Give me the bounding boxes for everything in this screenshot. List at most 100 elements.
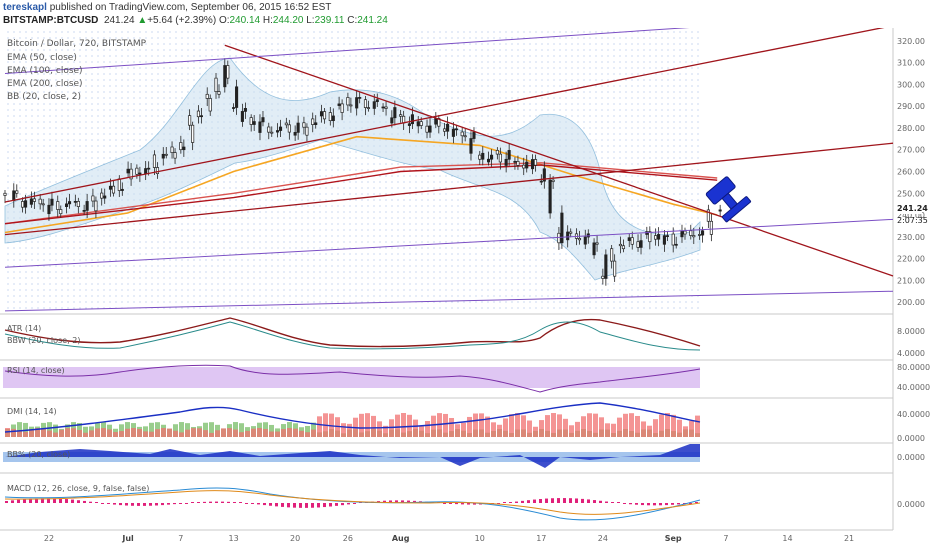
legend-bb[interactable]: BB (20, close, 2) — [7, 92, 81, 102]
time-tick-label: 13 — [229, 534, 239, 543]
dmi-minus-bar — [95, 428, 100, 437]
dmi-minus-bar — [293, 428, 298, 437]
price-tick-label: 310.00 — [897, 59, 925, 68]
candle-body — [671, 233, 675, 246]
macd-histogram-bar — [311, 503, 314, 508]
dmi-minus-bar — [629, 413, 634, 437]
trendline[interactable] — [4, 28, 717, 75]
legend-ema200[interactable]: EMA (200, close) — [7, 79, 83, 89]
macd-histogram-bar — [449, 503, 452, 504]
candle-body — [199, 115, 203, 118]
price-chart[interactable]: Bitcoin / Dollar, 720, BITSTAMP EMA (50,… — [0, 28, 932, 550]
candle-body — [428, 125, 432, 133]
dmi-plus-bar — [53, 424, 58, 437]
countdown-timer: 2:07:35 — [897, 216, 928, 225]
dmi-minus-bar — [401, 413, 406, 437]
candle-body — [381, 106, 385, 109]
time-tick-label: 20 — [290, 534, 300, 543]
bb-percent-axis: 0.0000 — [897, 453, 925, 462]
macd-histogram-bar — [209, 501, 212, 503]
price-tick-label: 280.00 — [897, 124, 925, 133]
dmi-minus-bar — [467, 416, 472, 437]
macd-histogram-bar — [695, 502, 698, 503]
candle-body — [217, 91, 221, 95]
dmi-plus-bar — [269, 424, 274, 437]
candle-body — [472, 131, 476, 139]
dmi-minus-bar — [59, 429, 64, 437]
candle-body — [208, 98, 212, 112]
dmi-minus-bar — [419, 426, 424, 437]
macd-histogram-bar — [239, 502, 242, 503]
candle-body — [56, 201, 60, 210]
last-price-tag-text: 241.24 — [897, 204, 928, 213]
candle-body — [50, 198, 54, 206]
candle-body — [64, 203, 69, 207]
price-tick-label: 240.00 — [897, 211, 925, 220]
macd-histogram-bar — [215, 501, 218, 503]
macd-histogram-bar — [599, 500, 602, 503]
dmi-pane: DMI (14, 14) 40.0000 0.0000 — [4, 402, 930, 443]
dmi-minus-bar — [503, 418, 508, 437]
candle-body — [525, 161, 529, 169]
legend-ema50[interactable]: EMA (50, close) — [7, 53, 77, 63]
publish-line: tereskapl published on TradingView.com, … — [3, 1, 331, 14]
macd-histogram-bar — [503, 502, 506, 503]
dmi-plus-bar — [47, 422, 52, 437]
dmi-minus-bar — [365, 413, 370, 437]
trendline[interactable] — [224, 44, 894, 277]
macd-histogram-bar — [581, 498, 584, 503]
trendline[interactable] — [4, 28, 893, 203]
candle-body — [662, 235, 666, 245]
macd-histogram-bar — [467, 503, 470, 505]
dmi-minus-bar — [287, 428, 292, 437]
candle-body — [302, 122, 306, 128]
ema50-line — [4, 135, 718, 234]
price-axis[interactable]: 200.00 210.00 220.00 230.00 240.00 250.00 260.… — [897, 37, 925, 307]
dmi-minus-bar — [413, 419, 418, 437]
candle-body — [223, 65, 227, 88]
candle-body — [155, 167, 160, 174]
macd-signal-line — [4, 490, 701, 515]
candle-body — [152, 154, 157, 168]
trendline[interactable] — [4, 290, 894, 312]
candle-body — [270, 131, 274, 134]
candle-body — [595, 242, 599, 245]
macd-histogram-bar — [11, 500, 14, 503]
legend-ema100[interactable]: EMA (100, close) — [7, 66, 83, 76]
candle-body — [648, 231, 652, 243]
candle-body — [384, 106, 388, 109]
candle-body — [67, 201, 72, 205]
change-value: +5.64 (+2.39%) — [147, 15, 217, 26]
trendline[interactable] — [4, 218, 894, 268]
atr-label: ATR (14) — [7, 324, 41, 333]
dmi-minus-bar — [347, 423, 352, 437]
trendline[interactable] — [4, 142, 894, 236]
author-link[interactable]: tereskapl — [3, 2, 47, 13]
dmi-minus-bar — [575, 421, 580, 437]
candle-body — [293, 132, 297, 136]
macd-histogram-bar — [353, 503, 356, 504]
time-tick-label: Aug — [392, 534, 410, 543]
candle-body — [692, 235, 696, 238]
dmi-minus-bar — [131, 428, 136, 437]
macd-histogram-bar — [617, 502, 620, 503]
gavel-icon — [705, 176, 752, 223]
macd-pane: MACD (12, 26, close, 9, false, false) 0.… — [4, 484, 925, 521]
candle-body — [349, 104, 353, 107]
symbol-label[interactable]: BITSTAMP:BTCUSD — [3, 15, 99, 26]
macd-histogram-bar — [611, 502, 614, 503]
dmi-minus-bar — [623, 413, 628, 437]
time-tick-label: 26 — [343, 534, 353, 543]
chart-legend: Bitcoin / Dollar, 720, BITSTAMP EMA (50,… — [7, 39, 147, 102]
macd-histogram-bar — [245, 503, 248, 504]
macd-histogram-bar — [185, 503, 188, 504]
dmi-minus-bar — [683, 426, 688, 437]
candle-body — [434, 118, 438, 125]
time-axis[interactable]: 22 Jul 7 13 20 26 Aug 10 17 24 Sep 7 14 21 — [44, 534, 854, 543]
candle-body — [3, 192, 7, 196]
macd-histogram-bar — [125, 503, 128, 506]
macd-histogram-bar — [563, 498, 566, 503]
macd-histogram-bar — [257, 503, 260, 505]
macd-histogram-bar — [179, 503, 182, 504]
dmi-minus-bar — [605, 423, 610, 437]
